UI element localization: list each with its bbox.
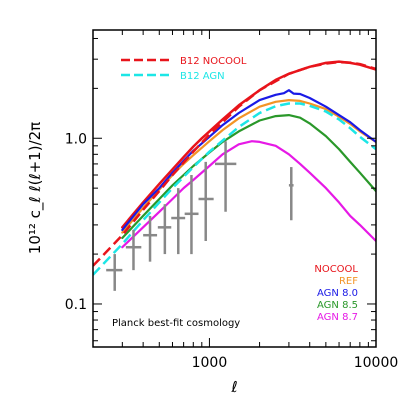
legend-bottom-label-agn-8-5: AGN 8.5 (317, 300, 358, 311)
legend-bottom-label-agn-8-0: AGN 8.0 (317, 288, 358, 299)
series-agn-8-5-line (121, 114, 376, 240)
series-b12-nocool-dashed-line (93, 60, 376, 267)
series-b12-agn-dashed-line (93, 102, 376, 276)
data-point-7 (198, 161, 214, 241)
legend-top-label-b12-agn: B12 AGN (180, 71, 225, 82)
data-point-9 (288, 167, 294, 221)
data-point-1 (106, 254, 123, 291)
data-point-6 (184, 175, 199, 255)
legend-bottom-label-ref: REF (339, 276, 358, 287)
data-point-5 (171, 188, 186, 255)
legend-bottom-label-nocool: NOCOOL (314, 264, 358, 275)
data-point-3 (143, 215, 158, 262)
plot-series (93, 60, 376, 276)
y-tick-label: 1.0 (65, 131, 87, 147)
plot-axes: 1000 10000 0.1 1.0 (65, 30, 399, 371)
legend-top-label-b12-nocool: B12 NOCOOL (180, 56, 247, 67)
x-axis-title: ℓ (230, 378, 237, 396)
series-agn-8-0-line (121, 89, 376, 231)
annotation-cosmology: Planck best-fit cosmology (112, 318, 240, 329)
series-nocool-line (121, 60, 376, 229)
legend-bottom-label-agn-8-7: AGN 8.7 (317, 312, 358, 323)
y-axis-title: 10¹² c_ℓ ℓ(ℓ+1)/2π (26, 122, 45, 254)
plot-data-points (106, 141, 294, 291)
data-point-8 (214, 141, 237, 212)
legend-top: B12 NOCOOL B12 AGN (121, 56, 247, 82)
x-tick-label: 10000 (354, 355, 399, 371)
y-tick-label: 0.1 (65, 297, 87, 313)
data-point-4 (157, 204, 172, 255)
data-point-2 (125, 229, 142, 271)
series-agn-8-7-line (121, 140, 376, 249)
x-tick-label: 1000 (192, 355, 228, 371)
